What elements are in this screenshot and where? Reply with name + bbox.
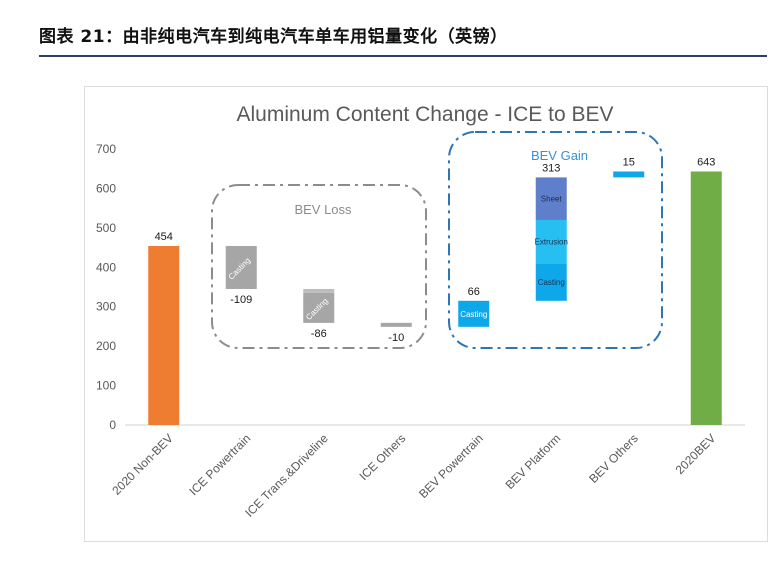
y-tick-label-0: 0 <box>109 418 116 432</box>
y-tick-label-200: 200 <box>96 339 116 353</box>
data-label-2020-non-bev: 454 <box>155 231 173 243</box>
x-tick-label-bev-powertrain: BEV Powertrain <box>416 431 486 501</box>
group-box-bev-loss <box>211 184 427 349</box>
x-tick-label-ice-others: ICE Others <box>356 431 408 483</box>
chart-title: Aluminum Content Change - ICE to BEV <box>236 103 613 126</box>
data-label-ice-powertrain: -109 <box>230 294 252 306</box>
data-label-bev-others: 15 <box>623 156 635 168</box>
bar-segment-ice-trans-driveline-top <box>303 288 335 293</box>
segment-label-bev-powertrain-casting: Casting <box>460 310 487 319</box>
data-label-2020bev: 643 <box>697 156 715 168</box>
bar-2020-non-bev <box>148 245 180 425</box>
x-tick-label-2020bev: 2020BEV <box>673 431 719 477</box>
segment-label-bev-platform-extrusion: Extrusion <box>535 238 568 247</box>
x-tick-label-2020-non-bev: 2020 Non-BEV <box>109 431 176 498</box>
data-label-ice-others: -10 <box>388 332 404 344</box>
group-label-bev-gain: BEV Gain <box>531 148 588 163</box>
x-tick-label-ice-trans-driveline: ICE Trans.&Driveline <box>242 431 331 520</box>
segment-label-bev-platform-sheet: Sheet <box>541 195 563 204</box>
y-tick-label-600: 600 <box>96 181 116 195</box>
bar-segment-ice-trans-driveline-casting <box>303 292 335 323</box>
y-tick-label-400: 400 <box>96 260 116 274</box>
bar-segment-bev-platform-sheet <box>535 177 567 220</box>
bar-segment-bev-platform-casting <box>535 263 567 301</box>
x-tick-label-bev-others: BEV Others <box>586 431 641 486</box>
group-label-bev-loss: BEV Loss <box>294 202 352 217</box>
bar-segment-ice-powertrain-casting <box>225 245 257 289</box>
y-tick-label-300: 300 <box>96 300 116 314</box>
bar-2020bev <box>690 171 722 425</box>
data-label-bev-powertrain: 66 <box>468 286 480 298</box>
y-tick-label-700: 700 <box>96 142 116 156</box>
bar-ice-others <box>380 322 412 327</box>
title-rule <box>39 55 767 57</box>
data-label-bev-platform: 313 <box>542 162 560 174</box>
segment-label-bev-platform-casting: Casting <box>538 278 565 287</box>
group-box-bev-gain <box>448 131 663 349</box>
data-label-ice-trans-driveline: -86 <box>311 328 327 340</box>
bar-bev-others <box>613 171 645 178</box>
x-tick-label-ice-powertrain: ICE Powertrain <box>186 431 253 498</box>
bar-segment-bev-powertrain-casting <box>458 300 490 327</box>
y-tick-label-500: 500 <box>96 221 116 235</box>
figure-title: 图表 21：由非纯电汽车到纯电汽车单车用铝量变化（英镑） <box>39 27 508 47</box>
bar-segment-bev-platform-extrusion <box>535 219 567 264</box>
x-tick-label-bev-platform: BEV Platform <box>503 431 564 492</box>
y-tick-label-100: 100 <box>96 379 116 393</box>
